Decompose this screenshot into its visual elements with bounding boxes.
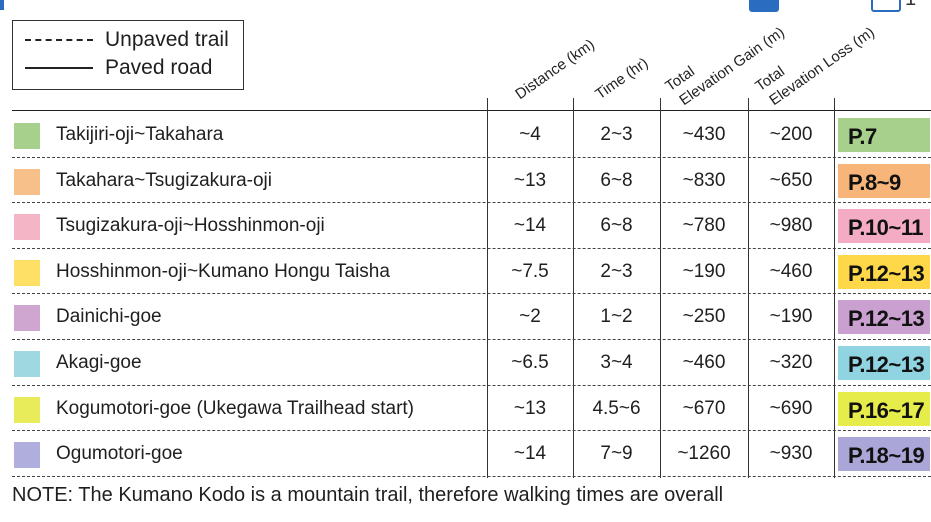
footnote: NOTE: The Kumano Kodo is a mountain trai…	[12, 484, 724, 506]
row-divider	[12, 156, 931, 203]
corner-mark	[0, 0, 4, 10]
cell-time: 2~3	[600, 260, 633, 282]
route-color-swatch	[14, 123, 40, 149]
route-name: Tsugizakura-oji~Hosshinmon-oji	[56, 215, 325, 237]
cell-gain: ~430	[682, 124, 726, 145]
header-time: Time (hr)	[592, 54, 652, 103]
row-divider	[12, 293, 931, 339]
row-divider	[12, 430, 931, 476]
cell-distance: ~4	[519, 124, 541, 145]
dashed-line-icon	[25, 39, 93, 41]
cell-loss: ~200	[769, 124, 813, 145]
cell-time: 6~8	[600, 215, 633, 237]
page-reference-badge[interactable]: P.18~19	[838, 437, 930, 472]
column-divider	[834, 98, 835, 478]
cell-loss: ~690	[769, 397, 813, 419]
row-divider	[12, 384, 931, 431]
route-color-swatch	[14, 305, 40, 332]
cell-distance: ~6.5	[511, 352, 549, 373]
table-top-border	[12, 110, 931, 111]
table-row: Dainichi-goe ~2 1~2 ~250 ~190 P.12~13	[12, 294, 931, 339]
column-divider	[573, 98, 574, 478]
cell-gain: ~780	[682, 215, 726, 237]
table-row: Hosshinmon-oji~Kumano Hongu Taisha ~7.5 2~…	[12, 249, 931, 294]
map-icon	[749, 0, 779, 12]
cell-loss: ~460	[769, 260, 813, 282]
cell-time: 1~2	[600, 306, 633, 328]
table-row: Takijiri-oji~Takahara ~4 2~3 ~430 ~200 P.7	[12, 112, 931, 157]
row-divider	[12, 339, 931, 385]
cell-time: 3~4	[600, 352, 633, 373]
table-row: Ogumotori-goe ~14 7~9 ~1260 ~930 P.18~19	[12, 431, 931, 476]
row-divider	[12, 247, 931, 294]
cell-distance: ~14	[513, 443, 547, 465]
route-name: Akagi-goe	[56, 352, 142, 373]
cell-gain: ~460	[682, 352, 726, 373]
page-reference-badge[interactable]: P.16~17	[838, 391, 930, 426]
table-row: Akagi-goe ~6.5 3~4 ~460 ~320 P.12~13	[12, 340, 931, 385]
legend-box: Unpaved trail Paved road	[12, 20, 244, 90]
route-name: Ogumotori-goe	[56, 443, 183, 465]
cell-distance: ~7.5	[511, 260, 549, 282]
page-reference-badge[interactable]: P.12~13	[838, 254, 930, 289]
header-distance: Distance (km)	[512, 36, 598, 104]
cell-gain: ~830	[682, 169, 726, 191]
route-color-swatch	[14, 351, 40, 377]
cell-distance: ~14	[513, 215, 547, 237]
route-name: Dainichi-goe	[56, 306, 162, 328]
cell-gain: ~190	[682, 260, 726, 282]
legend-paved-label: Paved road	[105, 56, 213, 79]
map-icon-outline	[871, 0, 901, 12]
cell-distance: ~13	[513, 169, 547, 191]
legend-paved: Paved road	[25, 55, 212, 81]
route-color-swatch	[14, 168, 40, 195]
table-row: Tsugizakura-oji~Hosshinmon-oji ~14 6~8 ~780…	[12, 203, 931, 248]
legend-unpaved-label: Unpaved trail	[105, 28, 229, 51]
cell-time: 4.5~6	[592, 397, 641, 419]
route-color-swatch	[14, 259, 40, 286]
table-row: Kogumotori-goe (Ukegawa Trailhead start)…	[12, 386, 931, 431]
page-reference-badge[interactable]: P.12~13	[838, 300, 930, 335]
cell-loss: ~190	[769, 306, 813, 328]
page-number: 1	[905, 0, 916, 11]
cell-time: 2~3	[600, 124, 633, 145]
route-color-swatch	[14, 442, 40, 469]
page-reference-badge[interactable]: P.7	[838, 118, 930, 152]
route-name: Kogumotori-goe (Ukegawa Trailhead start)	[56, 397, 415, 419]
route-name: Takijiri-oji~Takahara	[56, 124, 224, 145]
cell-gain: ~1260	[677, 443, 731, 465]
table-row: Takahara~Tsugizakura-oji ~13 6~8 ~830 ~650 P.…	[12, 158, 931, 203]
route-name: Hosshinmon-oji~Kumano Hongu Taisha	[56, 260, 390, 282]
column-divider	[748, 98, 749, 478]
cell-loss: ~930	[769, 443, 813, 465]
cell-gain: ~250	[682, 306, 726, 328]
page-reference-badge[interactable]: P.8~9	[838, 163, 930, 198]
cell-distance: ~13	[513, 397, 547, 419]
cell-time: 7~9	[600, 443, 633, 465]
page-reference-badge[interactable]: P.10~11	[838, 209, 930, 244]
column-divider	[487, 98, 488, 478]
row-divider	[12, 475, 931, 522]
cell-gain: ~670	[682, 397, 726, 419]
cell-loss: ~650	[769, 169, 813, 191]
cell-loss: ~320	[769, 352, 813, 373]
column-divider	[660, 98, 661, 478]
page-reference-badge[interactable]: P.12~13	[838, 346, 930, 380]
route-name: Takahara~Tsugizakura-oji	[56, 169, 272, 191]
route-color-swatch	[14, 396, 40, 423]
cell-distance: ~2	[519, 306, 541, 328]
cell-time: 6~8	[600, 169, 633, 191]
route-color-swatch	[14, 214, 40, 241]
cell-loss: ~980	[769, 215, 813, 237]
row-divider	[12, 202, 931, 248]
legend-unpaved: Unpaved trail	[25, 27, 229, 53]
solid-line-icon	[25, 67, 93, 69]
